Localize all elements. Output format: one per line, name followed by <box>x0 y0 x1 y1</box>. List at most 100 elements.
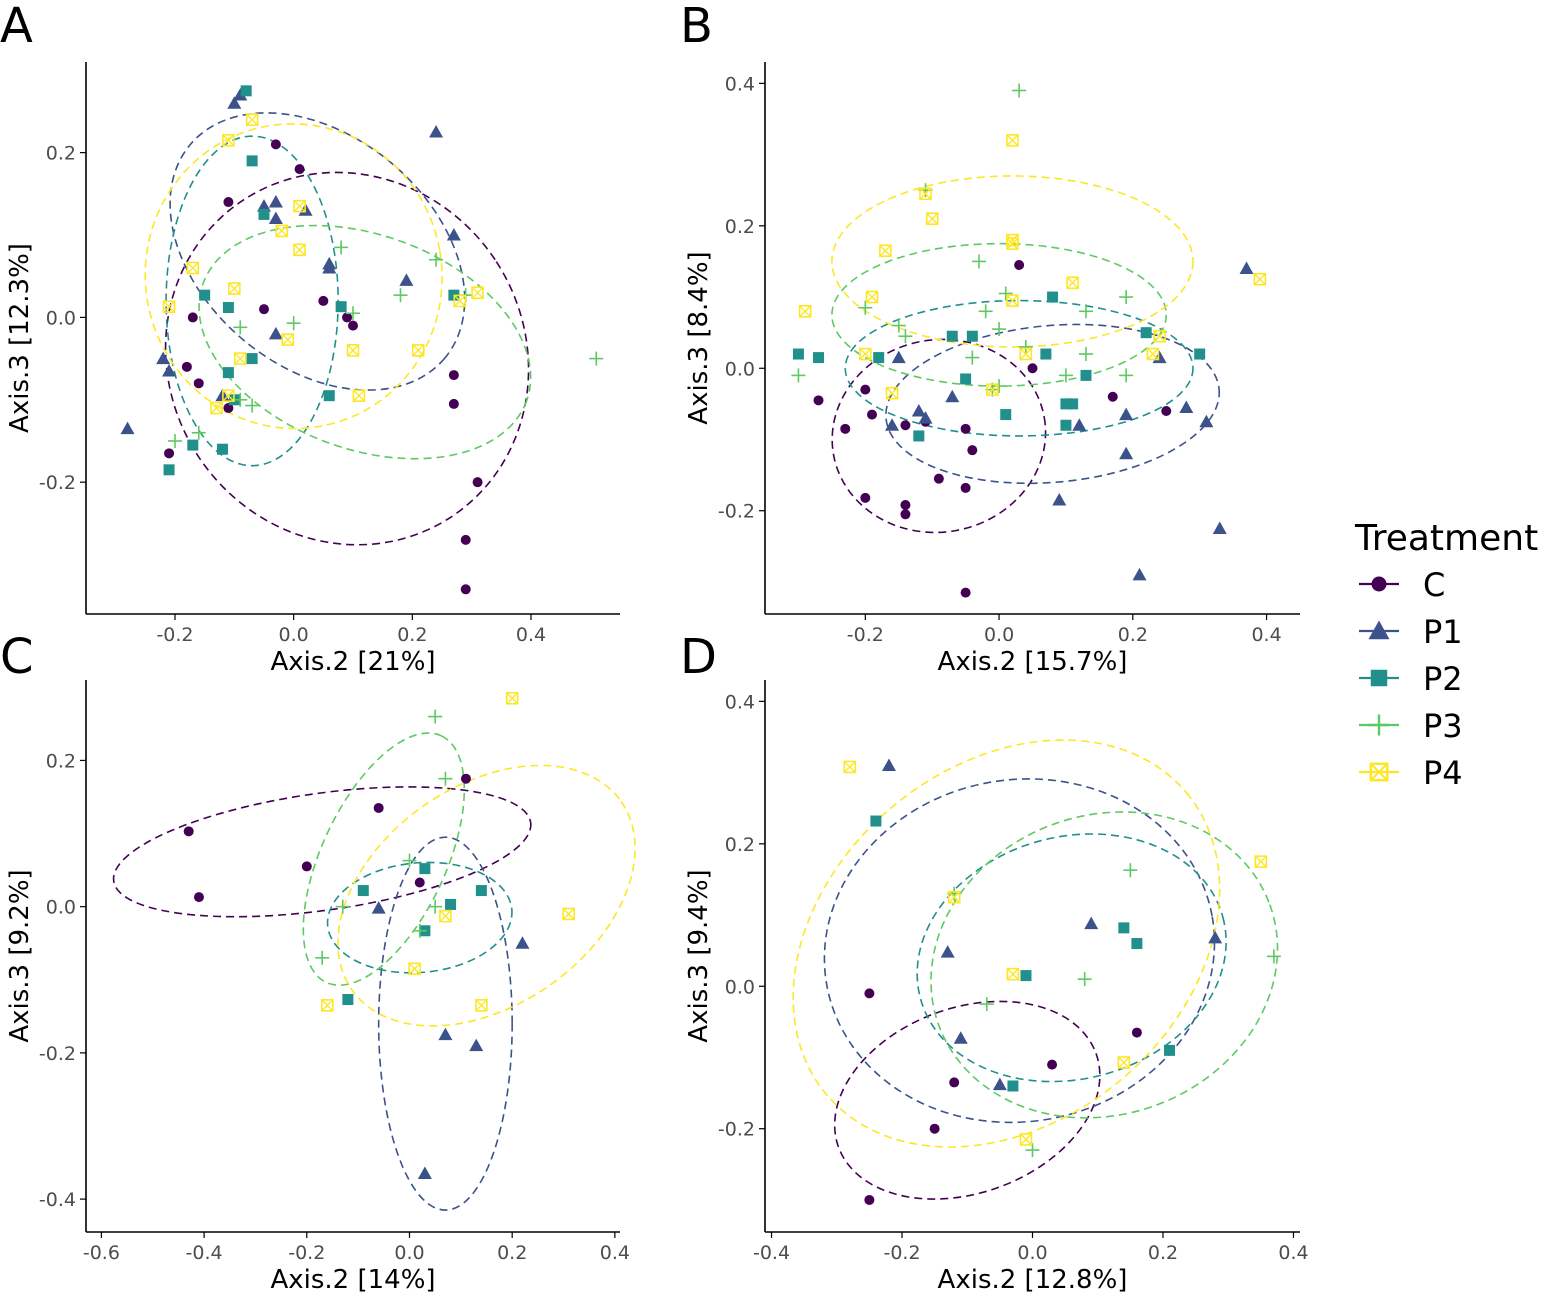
point-p1 <box>885 418 900 431</box>
point-p1 <box>268 326 283 340</box>
legend-label: P4 <box>1423 754 1463 792</box>
point-p1 <box>992 1077 1007 1091</box>
legend-label: P1 <box>1423 613 1463 651</box>
point-p3 <box>1123 863 1138 878</box>
point-c <box>448 398 459 409</box>
point-p2 <box>246 155 258 167</box>
point-c <box>867 409 877 420</box>
point-p1 <box>1239 261 1254 275</box>
point-p2 <box>199 289 211 301</box>
point-p4 <box>352 389 366 402</box>
point-p3 <box>438 771 453 786</box>
x-axis-title: Axis.2 [15.7%] <box>938 647 1128 677</box>
point-p3 <box>992 379 1007 394</box>
point-p4 <box>411 344 425 357</box>
point-p1 <box>1119 446 1134 460</box>
point-p2 <box>222 302 234 314</box>
point-p1 <box>399 273 414 286</box>
legend-label: P3 <box>1423 707 1463 745</box>
point-p1 <box>1212 521 1227 535</box>
point-c <box>318 295 329 306</box>
point-c <box>900 500 911 511</box>
point-p2 <box>419 863 431 875</box>
point-p3 <box>1077 972 1092 987</box>
x-tick-label: 0.2 <box>1148 1242 1178 1264</box>
point-p4 <box>1146 347 1160 361</box>
x-tick-label: -0.2 <box>288 1242 325 1264</box>
point-p2 <box>342 994 354 1006</box>
point-c <box>929 1123 940 1134</box>
point-p1 <box>1199 414 1214 428</box>
point-p4 <box>1006 294 1019 307</box>
point-c <box>294 164 305 175</box>
ellipse-p2 <box>844 299 1194 437</box>
point-p1 <box>469 1038 484 1052</box>
point-p2 <box>1131 938 1143 950</box>
point-c <box>348 320 358 331</box>
point-c <box>933 473 944 484</box>
ellipse-p4 <box>831 175 1194 348</box>
point-c <box>164 448 175 459</box>
point-c <box>183 826 194 837</box>
point-p1 <box>322 260 337 274</box>
x-tick-label: -0.6 <box>83 1242 120 1264</box>
point-p3 <box>233 392 248 407</box>
ellipse-p3 <box>831 242 1168 387</box>
point-p4 <box>1254 855 1268 868</box>
x-tick-label: -0.4 <box>753 1242 790 1264</box>
y-tick-label: 0.0 <box>725 976 755 998</box>
y-tick-label: -0.4 <box>39 1189 76 1211</box>
point-p2 <box>870 815 882 827</box>
point-p1 <box>162 363 177 377</box>
point-p2 <box>1118 922 1130 934</box>
point-c <box>900 420 911 431</box>
point-c <box>1014 259 1025 270</box>
point-p3 <box>589 351 604 366</box>
point-c <box>960 587 971 598</box>
point-p3 <box>191 425 206 440</box>
legend-label: C <box>1423 566 1445 604</box>
point-p3 <box>947 886 962 901</box>
point-p4 <box>408 962 421 976</box>
point-p3 <box>168 433 182 448</box>
point-c <box>860 492 871 503</box>
point-c <box>187 312 198 323</box>
point-p2 <box>1060 419 1072 431</box>
legend-key-marker <box>1370 669 1388 687</box>
point-p4 <box>1019 1133 1033 1146</box>
point-p2 <box>1007 1080 1019 1092</box>
point-p3 <box>286 316 301 331</box>
point-p1 <box>417 1166 432 1180</box>
y-tick-label: -0.2 <box>718 1119 755 1141</box>
point-p4 <box>1019 347 1033 361</box>
point-p4 <box>1117 1056 1131 1069</box>
point-p2 <box>240 85 252 97</box>
ellipse-p4 <box>792 739 1221 1148</box>
panel-b: B -0.2 0.0 0.2 0.4 -0.2 0.0 0.2 0.4 Axis.2 [15.7%… <box>680 0 1300 677</box>
legend-item-p2: P2 <box>1359 660 1463 698</box>
point-p4 <box>162 300 176 313</box>
point-p4 <box>453 294 467 308</box>
point-p2 <box>222 367 234 379</box>
point-p2 <box>792 348 804 360</box>
point-p3 <box>1025 1143 1040 1158</box>
point-p3 <box>315 950 330 965</box>
point-p4 <box>562 907 575 921</box>
panel-letter: A <box>0 0 33 54</box>
x-tick-label: 0.0 <box>394 1242 424 1264</box>
panel-c: C -0.6 -0.4 -0.2 0.0 0.2 0.4 -0.4 -0.2 0.0 0.2 Axis… <box>0 629 636 1295</box>
ellipse-p2 <box>916 833 1227 1083</box>
point-c <box>1131 1027 1142 1038</box>
point-p4 <box>859 347 872 361</box>
point-p1 <box>371 901 386 914</box>
point-p2 <box>873 352 885 364</box>
x-tick-label: 0.0 <box>1017 1242 1047 1264</box>
point-p4 <box>245 113 259 126</box>
point-p3 <box>335 899 350 914</box>
x-tick-label: 0.2 <box>1118 624 1148 646</box>
point-p4 <box>843 760 857 774</box>
point-c <box>864 988 875 999</box>
ellipse-p3 <box>302 732 466 987</box>
y-tick-label: -0.2 <box>39 1043 76 1065</box>
